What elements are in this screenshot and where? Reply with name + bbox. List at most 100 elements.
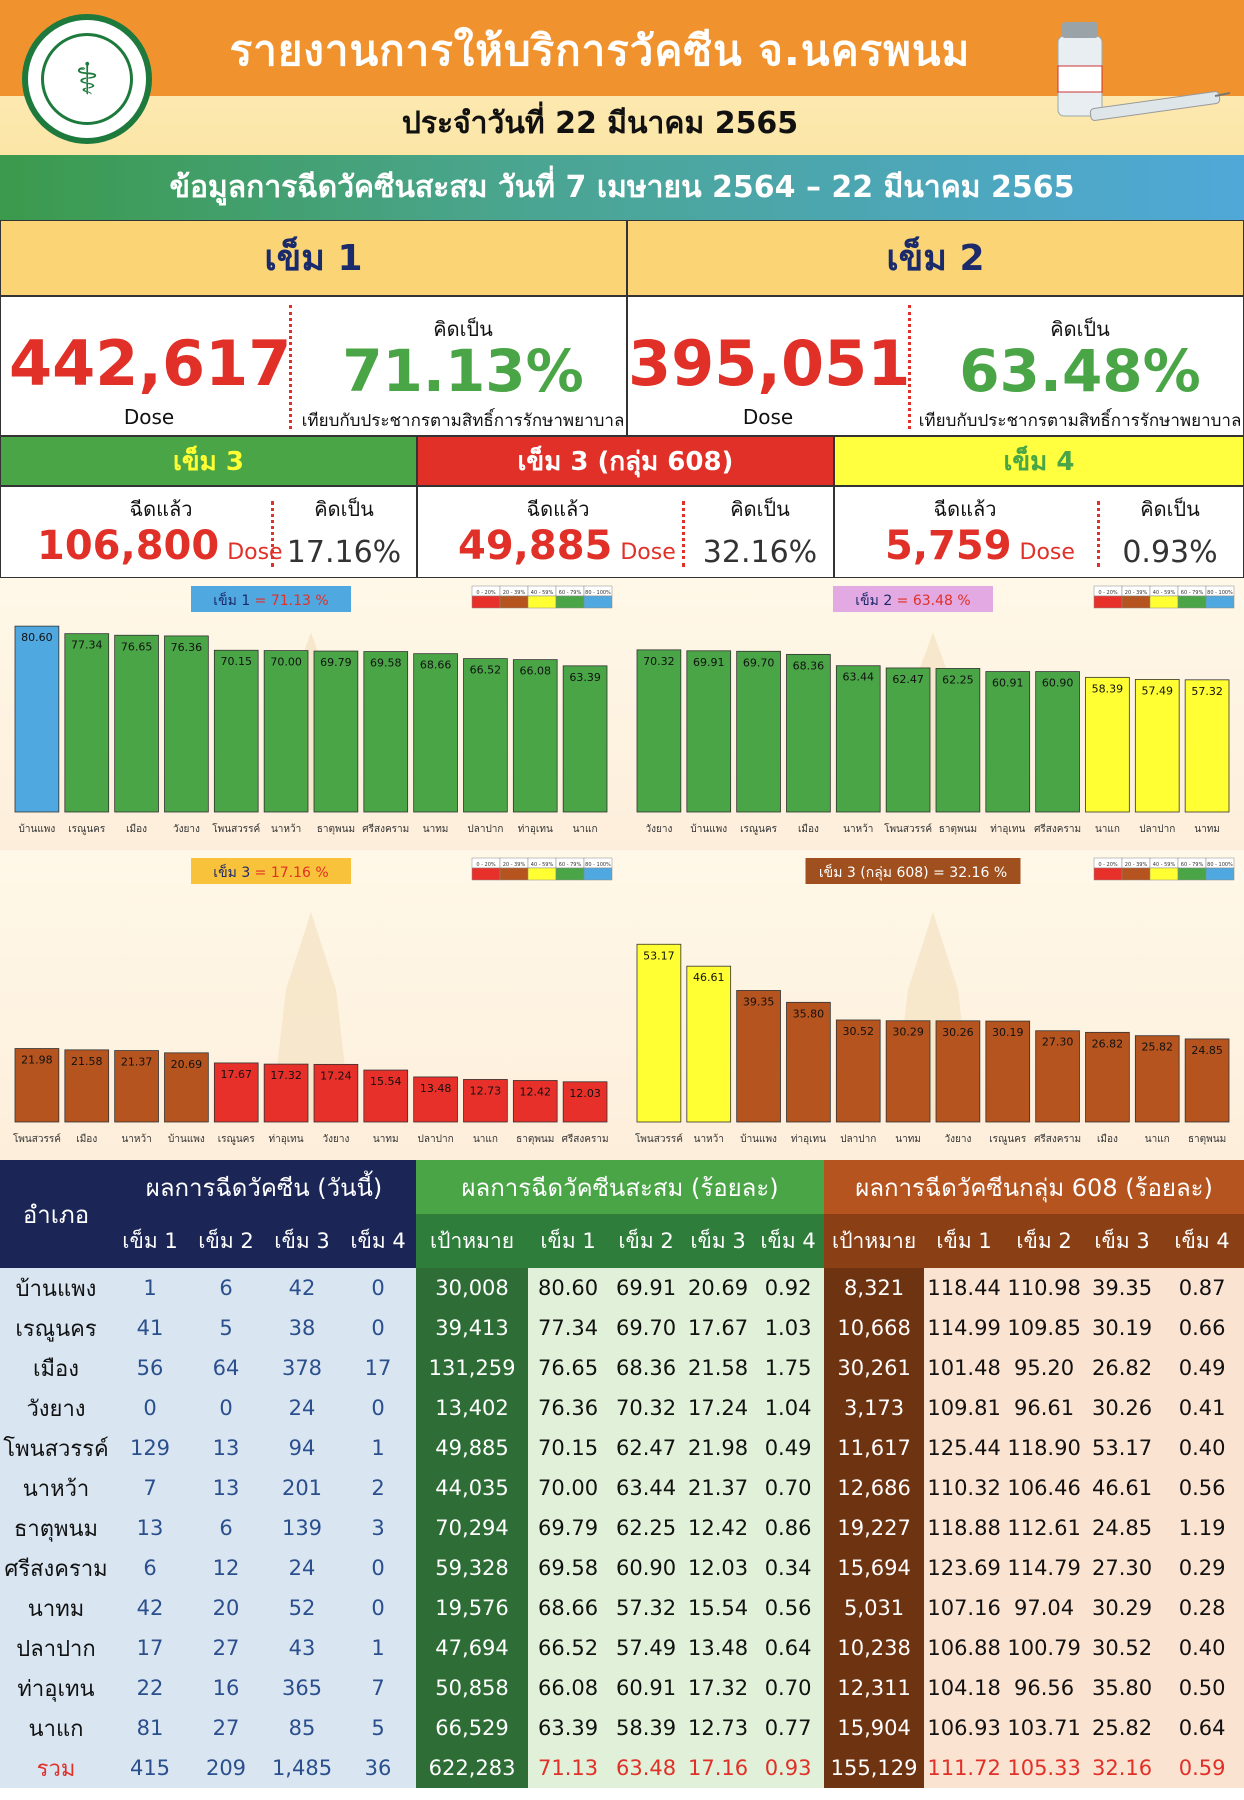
table-cell: 17 xyxy=(340,1348,417,1388)
range-legend: 0 - 20% 20 - 39% 40 - 59% 60 - 79% 80 - 100% xyxy=(1093,857,1235,881)
table-cell: 68.36 xyxy=(608,1348,685,1388)
chart-title-text: เข็ม 3 (กลุ่ม 608) = 32.16 % xyxy=(819,863,1007,881)
bar xyxy=(114,1050,159,1123)
table-cell: 20.69 xyxy=(684,1268,753,1308)
column-header: เข็ม 4 xyxy=(340,1214,417,1268)
table-cell: 53.17 xyxy=(1084,1428,1161,1468)
ministry-logo: ⚕ xyxy=(22,14,152,144)
dose3-608-count-value: 49,885 xyxy=(458,523,613,569)
legend-label: 20 - 39% xyxy=(1125,590,1148,596)
table-cell: 30,261 xyxy=(824,1348,925,1388)
range-legend: 0 - 20% 20 - 39% 40 - 59% 60 - 79% 80 - 100% xyxy=(471,857,613,881)
bar-value-label: 70.15 xyxy=(221,655,253,668)
table-cell: 5 xyxy=(340,1708,417,1748)
category-label: โพนสวรรค์ xyxy=(884,822,932,835)
legend-swatch xyxy=(471,867,501,881)
dose3-608-count: 49,885 Dose xyxy=(458,523,676,569)
dose4-done-caption: ฉีดแล้ว xyxy=(933,497,997,521)
dose4-count: 5,759 Dose xyxy=(885,523,1075,569)
table-cell: 0.50 xyxy=(1160,1668,1244,1708)
legend-label: 0 - 20% xyxy=(1098,590,1118,596)
table-cell: 64 xyxy=(188,1348,264,1388)
dose3-district-chart: เข็ม 3 = 17.16 % 0 - 20% 20 - 39% 40 - 59% 6… xyxy=(0,850,622,1160)
dose1-pct: 71.13% xyxy=(342,337,584,405)
category-label: นาทม xyxy=(1194,824,1220,835)
table-cell: 0 xyxy=(340,1388,417,1428)
legend-swatch xyxy=(555,595,585,609)
table-cell: 36 xyxy=(340,1748,417,1788)
table-cell: 103.71 xyxy=(1004,1708,1085,1748)
dose1-count: 442,617 xyxy=(9,327,292,400)
table-cell: 0.86 xyxy=(752,1508,825,1548)
legend-swatch xyxy=(527,595,557,609)
column-header: เข็ม 4 xyxy=(752,1214,825,1268)
bar xyxy=(313,650,359,813)
bar-value-label: 57.32 xyxy=(1191,685,1223,698)
district-name: โพนสวรรค์ xyxy=(0,1428,112,1468)
bar xyxy=(935,668,981,813)
category-label: ปลาปาก xyxy=(1139,824,1175,835)
table-cell: 0.59 xyxy=(1160,1748,1244,1788)
table-cell: 70.15 xyxy=(528,1428,609,1468)
dose1-panel: 442,617 Dose คิดเป็น 71.13% เทียบกับประช… xyxy=(0,296,627,436)
table-cell: 415 xyxy=(112,1748,188,1788)
bar xyxy=(512,659,558,813)
table-cell: 59,328 xyxy=(416,1548,529,1588)
dose4-count-value: 5,759 xyxy=(885,523,1012,569)
dose3-608-district-chart: เข็ม 3 (กลุ่ม 608) = 32.16 % 0 - 20% 20 - … xyxy=(622,850,1244,1160)
bar xyxy=(736,650,781,813)
table-cell: 6 xyxy=(188,1268,264,1308)
chart-svg: เข็ม 3 (กลุ่ม 608) = 32.16 % 0 - 20% 20 - … xyxy=(635,857,1235,1145)
table-cell: 85 xyxy=(264,1708,340,1748)
table-cell: 13 xyxy=(112,1508,188,1548)
page-title: รายงานการให้บริการวัคซีน จ.นครพนม xyxy=(229,26,971,75)
bar-value-label: 26.82 xyxy=(1092,1037,1124,1050)
bar-value-label: 53.17 xyxy=(643,949,675,962)
table-cell: 30.52 xyxy=(1084,1628,1161,1668)
table-cell: 0.87 xyxy=(1160,1268,1244,1308)
table-cell: 70.32 xyxy=(608,1388,685,1428)
dose2-header: เข็ม 2 xyxy=(627,220,1244,296)
category-label: เรณูนคร xyxy=(218,1134,256,1145)
report-date: ประจำวันที่ 22 มีนาคม 2565 xyxy=(401,106,799,141)
legend-swatch xyxy=(1121,867,1151,881)
table-cell: 5,031 xyxy=(824,1588,925,1628)
table-cell: 21.58 xyxy=(684,1348,753,1388)
bar xyxy=(363,1069,409,1123)
table-cell: 0.56 xyxy=(1160,1468,1244,1508)
legend-label: 20 - 39% xyxy=(503,862,526,868)
table-cell: 10,668 xyxy=(824,1308,925,1348)
dose2-district-chart: เข็ม 2 = 63.48 % 0 - 20% 20 - 39% 40 - 59% 6… xyxy=(622,578,1244,850)
category-label: นาแก xyxy=(1095,824,1120,835)
table-cell: 3 xyxy=(340,1508,417,1548)
table-cell: 8,321 xyxy=(824,1268,925,1308)
bar-value-label: 62.47 xyxy=(892,673,924,686)
table-cell: 44,035 xyxy=(416,1468,529,1508)
dose2-panel: 395,051 Dose คิดเป็น 63.48% เทียบกับประช… xyxy=(627,296,1244,436)
table-cell: 22 xyxy=(112,1668,188,1708)
legend-swatch xyxy=(555,867,585,881)
bar-value-label: 57.49 xyxy=(1142,684,1174,697)
table-cell: 0.70 xyxy=(752,1668,825,1708)
bar-value-label: 80.60 xyxy=(21,631,53,644)
bar-value-label: 66.52 xyxy=(470,664,502,677)
chart-title: เข็ม 3 = 17.16 % xyxy=(191,858,351,884)
table-cell: 129 xyxy=(112,1428,188,1468)
table-cell: 62.47 xyxy=(608,1428,685,1468)
table-cell: 12.73 xyxy=(684,1708,753,1748)
table-cell: 58.39 xyxy=(608,1708,685,1748)
chart-title-box xyxy=(833,586,993,612)
category-label: นาหว้า xyxy=(694,1133,724,1145)
table-cell: 76.65 xyxy=(528,1348,609,1388)
category-label: ศรีสงคราม xyxy=(362,823,409,835)
district-header: อำเภอ xyxy=(0,1160,112,1268)
category-label: ปลาปาก xyxy=(840,1134,876,1145)
table-cell: 56 xyxy=(112,1348,188,1388)
table-cell: 0.49 xyxy=(752,1428,825,1468)
bar-value-label: 76.65 xyxy=(121,640,153,653)
category-label: เรณูนคร xyxy=(740,824,778,835)
legend-label: 80 - 100% xyxy=(585,590,611,596)
bar xyxy=(14,1048,60,1123)
table-cell: 19,576 xyxy=(416,1588,529,1628)
